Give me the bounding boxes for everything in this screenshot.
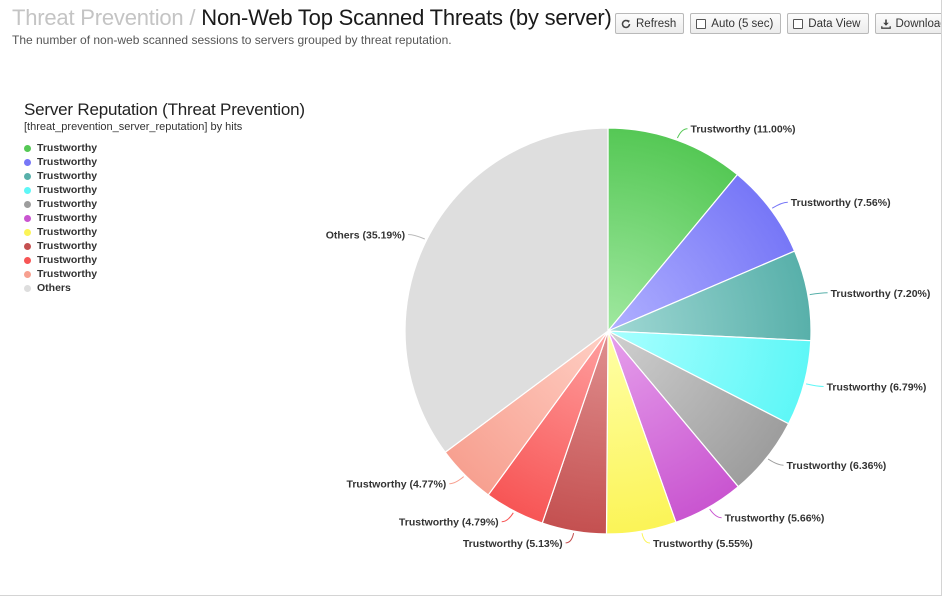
- legend-item[interactable]: Trustworthy: [24, 169, 97, 183]
- slice-label: Trustworthy (5.55%): [653, 538, 753, 550]
- legend-swatch: [24, 144, 31, 152]
- auto-refresh-toggle[interactable]: Auto (5 sec): [690, 13, 782, 34]
- legend-swatch: [24, 200, 31, 208]
- legend-label: Others: [37, 282, 71, 294]
- chart-legend: Trustworthy Trustworthy Trustworthy Trustwo…: [24, 141, 97, 295]
- checkbox-icon[interactable]: [696, 18, 707, 29]
- legend-label: Trustworthy: [37, 212, 98, 224]
- legend-item[interactable]: Trustworthy: [24, 239, 97, 253]
- legend-item[interactable]: Others: [24, 281, 97, 295]
- download-button[interactable]: Download: [874, 13, 942, 34]
- leader-line: [809, 292, 828, 296]
- slice-label: Others (35.19%): [326, 230, 405, 242]
- report-description: The number of non-web scanned sessions t…: [12, 33, 452, 47]
- legend-swatch: [24, 186, 31, 194]
- legend-item[interactable]: Trustworthy: [24, 211, 97, 225]
- data-view-toggle[interactable]: Data View: [787, 13, 869, 34]
- chart-subtitle: [threat_prevention_server_reputation] by…: [24, 121, 243, 133]
- pie-slices: [404, 127, 812, 535]
- leader-line: [449, 476, 465, 485]
- legend-label: Trustworthy: [37, 170, 98, 182]
- leader-line: [408, 234, 425, 240]
- legend-item[interactable]: Trustworthy: [24, 197, 97, 211]
- slice-label: Trustworthy (6.79%): [827, 382, 927, 394]
- legend-swatch: [24, 214, 31, 222]
- legend-item[interactable]: Trustworthy: [24, 155, 97, 169]
- legend-swatch: [24, 228, 31, 236]
- legend-label: Trustworthy: [37, 184, 98, 196]
- legend-label: Trustworthy: [37, 240, 98, 252]
- leader-line: [641, 533, 651, 544]
- refresh-button[interactable]: Refresh: [615, 13, 685, 34]
- breadcrumb-separator: /: [189, 5, 196, 30]
- auto-refresh-label: Auto (5 sec): [711, 17, 774, 30]
- page-title: Threat Prevention / Non-Web Top Scanned …: [12, 4, 612, 32]
- refresh-label: Refresh: [636, 17, 677, 30]
- legend-swatch: [24, 172, 31, 180]
- report-title: Non-Web Top Scanned Threats (by server): [201, 5, 612, 30]
- slice-label: Trustworthy (4.77%): [347, 479, 447, 491]
- pie-slice[interactable]: [607, 173, 796, 332]
- legend-item[interactable]: Trustworthy: [24, 267, 97, 281]
- legend-item[interactable]: Trustworthy: [24, 253, 97, 267]
- refresh-icon: [621, 19, 631, 28]
- toolbar: Refresh Auto (5 sec) Data View Download: [615, 13, 941, 34]
- pie-slice[interactable]: [404, 127, 609, 454]
- slice-label: Trustworthy (5.13%): [463, 538, 563, 550]
- legend-label: Trustworthy: [37, 198, 98, 210]
- leader-line: [771, 201, 788, 209]
- legend-label: Trustworthy: [37, 142, 98, 154]
- slice-label: Trustworthy (7.56%): [791, 197, 891, 209]
- checkbox-icon[interactable]: [793, 18, 804, 29]
- chart-title: Server Reputation (Threat Prevention): [24, 100, 305, 119]
- legend-item[interactable]: Trustworthy: [24, 141, 97, 155]
- slice-label: Trustworthy (7.20%): [831, 288, 931, 300]
- leader-line: [565, 532, 575, 544]
- legend-item[interactable]: Trustworthy: [24, 183, 97, 197]
- breadcrumb[interactable]: Threat Prevention: [12, 5, 184, 30]
- pie-labels: Trustworthy (11.00%) Trustworthy (7.56%) T…: [326, 124, 931, 550]
- slice-label: Trustworthy (11.00%): [691, 124, 796, 136]
- legend-swatch: [24, 158, 31, 166]
- legend-label: Trustworthy: [37, 226, 98, 238]
- data-view-label: Data View: [808, 17, 861, 30]
- legend-swatch: [24, 256, 31, 264]
- legend-swatch: [24, 284, 31, 292]
- leader-line: [676, 128, 688, 139]
- download-icon: [880, 19, 891, 29]
- leader-line: [709, 508, 722, 519]
- slice-label: Trustworthy (4.79%): [399, 517, 499, 529]
- leader-line: [501, 512, 514, 523]
- legend-swatch: [24, 270, 31, 278]
- leader-line: [805, 383, 824, 387]
- legend-item[interactable]: Trustworthy: [24, 225, 97, 239]
- pie-slice[interactable]: [607, 127, 739, 333]
- slice-label: Trustworthy (5.66%): [725, 513, 825, 525]
- leader-line: [767, 458, 784, 466]
- legend-label: Trustworthy: [37, 254, 98, 266]
- legend-swatch: [24, 242, 31, 250]
- slice-label: Trustworthy (6.36%): [787, 460, 887, 472]
- pie-leader-lines: [408, 128, 828, 544]
- download-label: Download: [895, 17, 942, 30]
- legend-label: Trustworthy: [37, 156, 98, 168]
- legend-label: Trustworthy: [37, 268, 98, 280]
